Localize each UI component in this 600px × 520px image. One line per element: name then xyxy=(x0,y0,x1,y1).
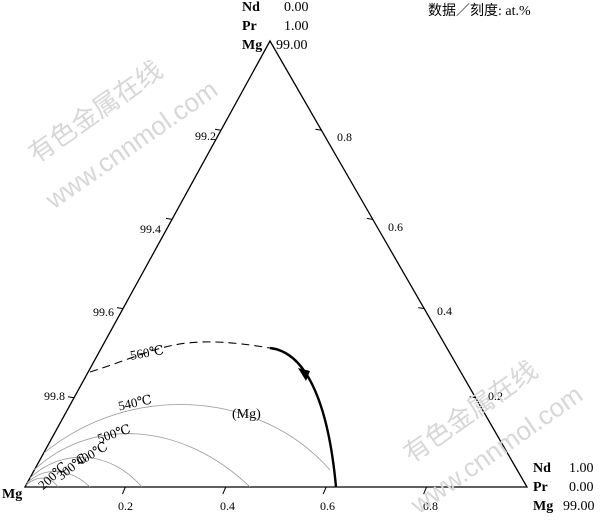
left-tick-label: 99.4 xyxy=(140,222,161,236)
right-edge-tick xyxy=(366,217,373,220)
right-pr-value: 0.00 xyxy=(569,480,594,495)
phase-label-mg: (Mg) xyxy=(232,407,261,422)
bottom-edge-tick xyxy=(423,486,428,495)
left-edge-tick xyxy=(214,128,222,131)
top-pr-symbol: Pr xyxy=(242,19,257,34)
bottom-tick-label: 0.4 xyxy=(220,499,235,513)
right-edge-tick xyxy=(315,128,322,131)
solvus-arrow xyxy=(298,368,310,381)
right-edge-tick xyxy=(469,396,476,399)
right-tick-label: 0.2 xyxy=(488,389,503,403)
right-edge-tick xyxy=(418,307,425,310)
tick-marks xyxy=(67,128,476,495)
bottom-edge-tick xyxy=(322,486,327,495)
top-mg-symbol: Mg xyxy=(242,38,263,53)
right-mg-symbol: Mg xyxy=(533,499,554,514)
bottom-edge-tick xyxy=(121,486,126,495)
top-pr-value: 1.00 xyxy=(284,19,309,34)
right-nd-symbol: Nd xyxy=(533,461,551,476)
left-tick-label: 99.8 xyxy=(44,389,65,403)
corner-mg-label: Mg xyxy=(2,487,23,502)
left-tick-label: 99.6 xyxy=(93,305,114,319)
left-edge-tick xyxy=(67,396,75,399)
solvus-boundary xyxy=(269,346,338,488)
bottom-tick-label: 0.8 xyxy=(423,499,438,513)
bottom-tick-label: 0.6 xyxy=(320,499,335,513)
right-mg-value: 99.00 xyxy=(563,499,595,514)
right-tick-label: 0.8 xyxy=(337,130,352,144)
isotherm-400 xyxy=(29,456,143,488)
isotherm-300 xyxy=(26,471,91,488)
top-nd-value: 0.00 xyxy=(284,0,309,15)
right-pr-symbol: Pr xyxy=(533,480,548,495)
units-note: 数据／刻度: at.% xyxy=(428,4,531,19)
left-tick-label: 99.2 xyxy=(195,129,216,143)
bottom-edge-tick xyxy=(222,486,227,495)
ternary-triangle xyxy=(23,39,529,488)
top-nd-symbol: Nd xyxy=(242,0,260,15)
top-mg-value: 99.00 xyxy=(276,38,308,53)
left-edge-tick xyxy=(165,217,173,220)
right-nd-value: 1.00 xyxy=(569,461,594,476)
isotherm-560-dashed xyxy=(89,341,271,373)
isotherm-540 xyxy=(43,404,331,471)
isotherm-500 xyxy=(33,433,251,488)
right-tick-label: 0.4 xyxy=(437,304,452,318)
right-tick-label: 0.6 xyxy=(388,220,403,234)
bottom-tick-label: 0.2 xyxy=(118,499,133,513)
left-edge-tick xyxy=(116,307,124,310)
isotherm-200 xyxy=(25,477,59,488)
